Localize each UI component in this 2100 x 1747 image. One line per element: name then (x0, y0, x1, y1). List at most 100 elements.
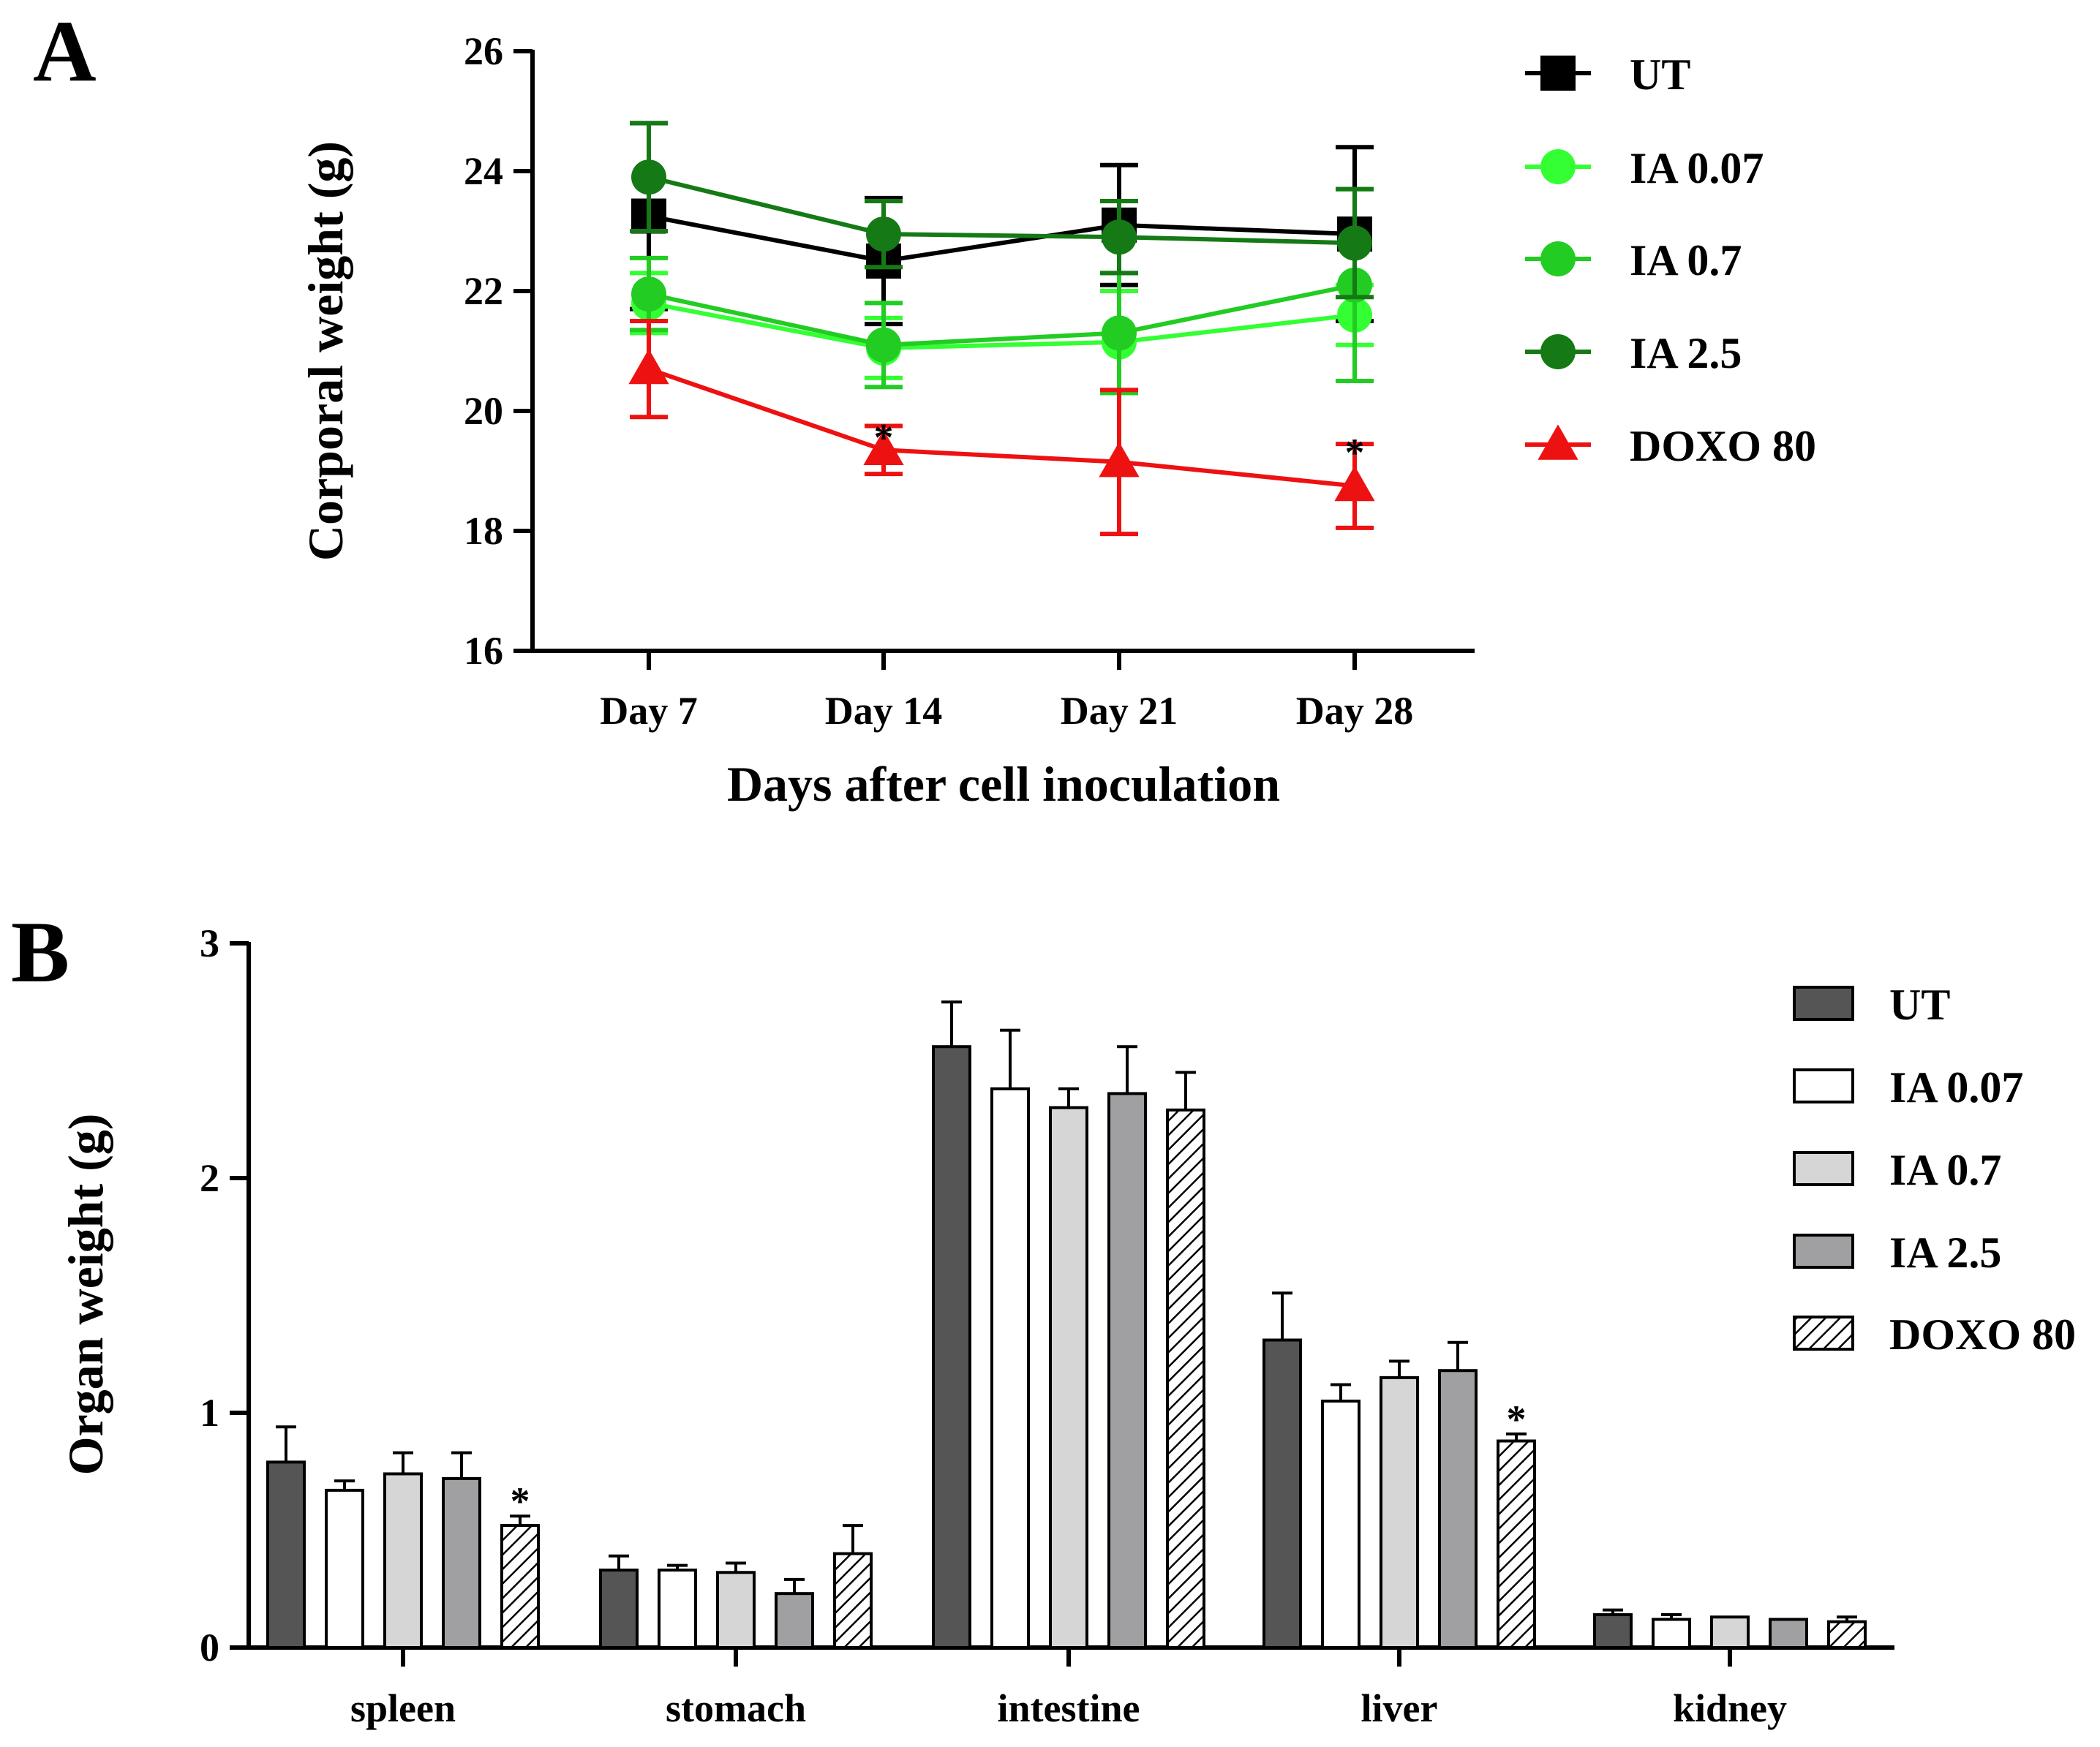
bar (266, 1460, 306, 1650)
legend-swatch (1793, 1316, 1854, 1351)
significance-star: * (874, 416, 894, 460)
x-axis-title: Days after cell inoculation (727, 756, 1280, 812)
series-doxo-80 (628, 319, 1375, 537)
y-tick-label: 2 (200, 1156, 219, 1200)
series-line (648, 214, 1355, 264)
legend-item: DOXO 80 (1525, 422, 1816, 470)
legend-item: IA 2.5 (1793, 1229, 2001, 1277)
bar (1262, 1338, 1302, 1649)
bar (775, 1592, 814, 1649)
y-tick-label: 18 (464, 509, 503, 553)
bar-series-ia-0-07 (325, 1028, 1691, 1650)
legend-item: UT (1793, 981, 1950, 1029)
bar (500, 1524, 540, 1650)
legend-label: UT (1889, 981, 1950, 1029)
legend-item: UT (1525, 50, 1690, 99)
bar (716, 1571, 756, 1650)
x-tick-label: Day 28 (1296, 689, 1414, 733)
x-tick-label: spleen (350, 1686, 456, 1730)
legend-marker (1540, 149, 1576, 184)
series-ia-0-07 (630, 271, 1374, 396)
bar (1166, 1108, 1205, 1650)
bar (932, 1045, 971, 1649)
bar (1827, 1620, 1867, 1649)
panel-label: A (33, 2, 97, 99)
legend-label: IA 0.7 (1630, 236, 1742, 284)
bar-series-ia-0-7 (383, 1087, 1750, 1650)
series-line (648, 366, 1355, 488)
legend-item: IA 0.07 (1793, 1063, 2023, 1112)
legend-label: DOXO 80 (1630, 422, 1816, 470)
y-tick-label: 20 (464, 389, 503, 433)
significance-star: * (1345, 431, 1365, 475)
legend-item: DOXO 80 (1793, 1310, 2076, 1359)
bar (1438, 1369, 1478, 1649)
bar (1593, 1613, 1633, 1650)
x-tick-label: Day 14 (825, 689, 943, 733)
x-tick-label: Day 21 (1061, 689, 1178, 733)
x-tick-label: stomach (666, 1686, 806, 1730)
y-tick-label: 26 (464, 29, 503, 73)
y-tick-label: 16 (464, 629, 503, 673)
series-ia-2-5 (630, 121, 1374, 300)
data-point (866, 216, 901, 252)
bar (383, 1472, 423, 1649)
legend-item: IA 0.7 (1793, 1146, 2001, 1194)
series-line (648, 282, 1355, 347)
panel-label: B (11, 903, 69, 1000)
x-tick-label: intestine (998, 1686, 1140, 1730)
bar (1710, 1615, 1750, 1650)
data-point (1102, 219, 1137, 255)
data-point (866, 327, 901, 363)
bar-series-ia-2-5 (442, 1045, 1808, 1649)
bar (658, 1569, 697, 1650)
bar (599, 1569, 639, 1650)
legend-marker (1538, 424, 1578, 460)
data-point (1102, 315, 1137, 351)
x-tick-label: kidney (1673, 1686, 1787, 1730)
y-axis-title: Organ weight (g) (58, 1114, 113, 1476)
panel-a-line-chart: A 16 18 20 22 24 26 Day 7 Day 14 Day 21 Day 28 Days… (33, 2, 1816, 812)
bar (990, 1087, 1030, 1649)
bar (1107, 1092, 1147, 1649)
legend-marker (1540, 334, 1576, 369)
x-tick-label: Day 7 (600, 689, 698, 733)
bar-series-doxo-80 (500, 1071, 1867, 1650)
bar (1049, 1106, 1088, 1649)
data-point (1334, 465, 1375, 502)
legend-label: IA 0.7 (1889, 1146, 2001, 1194)
bar (833, 1552, 873, 1650)
y-axis-title: Corporal weight (g) (298, 141, 353, 561)
legend-swatch (1793, 1234, 1854, 1269)
data-point (631, 276, 666, 312)
legend-label: IA 0.07 (1630, 144, 1764, 192)
legend-label: IA 2.5 (1889, 1229, 2001, 1277)
data-point (631, 159, 666, 195)
bar-series-ut (266, 1000, 1633, 1650)
legend-label: DOXO 80 (1889, 1310, 2076, 1359)
series-line (648, 175, 1355, 246)
legend-label: IA 0.07 (1889, 1063, 2023, 1112)
legend-marker (1540, 56, 1576, 91)
y-tick-label: 3 (200, 921, 219, 965)
bar (1769, 1618, 1808, 1649)
bar (1497, 1439, 1536, 1650)
series-line (648, 301, 1355, 350)
legend-item: IA 0.07 (1525, 144, 1764, 192)
legend-swatch (1793, 1068, 1854, 1103)
legend-label: UT (1630, 50, 1690, 99)
legend-swatch (1793, 986, 1854, 1021)
legend-label: IA 2.5 (1630, 329, 1742, 377)
data-point (1337, 225, 1372, 261)
data-point (628, 349, 669, 385)
bar (1321, 1399, 1361, 1649)
bar (1380, 1376, 1419, 1649)
y-tick-label: 1 (200, 1391, 219, 1435)
legend-item: IA 0.7 (1525, 236, 1742, 284)
legend-swatch (1793, 1151, 1854, 1186)
data-point (1099, 442, 1140, 478)
bar (442, 1476, 481, 1649)
series-ut (630, 121, 1374, 327)
significance-star: * (1507, 1397, 1527, 1441)
